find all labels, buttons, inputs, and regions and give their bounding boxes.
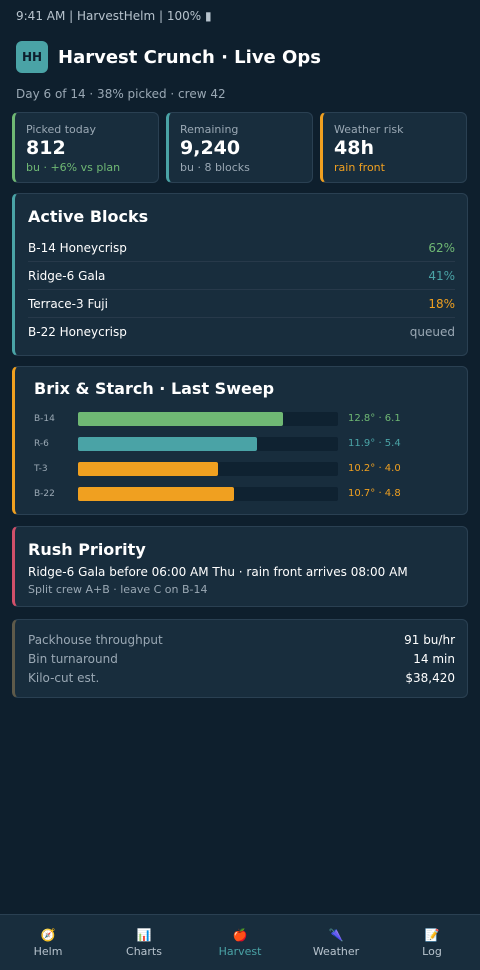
- brix-bar-value: 12.8° · 6.1: [348, 413, 401, 424]
- brix-bar-track: [78, 461, 338, 476]
- stat-sub: bu · 8 blocks: [180, 161, 250, 174]
- compass-icon: 🧭: [40, 927, 56, 942]
- stat-sub: rain front: [334, 161, 385, 174]
- metric-label: Bin turnaround: [28, 651, 118, 666]
- brix-bar-row: B-14 12.8° · 6.1: [34, 406, 455, 431]
- brix-bar-code: T-3: [34, 463, 48, 474]
- active-blocks-title: Active Blocks: [28, 207, 149, 226]
- block-name: B-14 Honeycrisp: [28, 240, 127, 255]
- nav-label: Weather: [312, 944, 360, 958]
- stat-sub: bu · +6% vs plan: [26, 161, 121, 174]
- stat-label: Remaining: [180, 123, 239, 136]
- brix-starch-card: Brix & Starch · Last Sweep B-14 12.8° · …: [12, 366, 468, 515]
- bottom-nav: 🧭 Helm 📊 Charts 🍎 Harvest 🌂 Weather 📝 Lo…: [0, 914, 480, 970]
- metric-value: 91 bu/hr: [404, 632, 455, 647]
- metric-row: Bin turnaround 14 min: [28, 649, 455, 668]
- block-status: 41%: [428, 268, 455, 283]
- brix-bar-fill: [78, 486, 234, 501]
- stat-card-weather-risk[interactable]: Weather risk 48h rain front: [320, 112, 467, 183]
- brix-bar-code: R-6: [34, 438, 49, 449]
- brix-bar-fill: [78, 436, 258, 451]
- nav-label: Harvest: [218, 944, 262, 958]
- brix-bar-code: B-14: [34, 413, 55, 424]
- block-status: 62%: [428, 240, 455, 255]
- nav-label: Helm: [33, 944, 63, 958]
- page-title: Harvest Crunch · Live Ops: [58, 46, 321, 68]
- block-row[interactable]: Ridge-6 Gala 41%: [28, 262, 455, 290]
- brix-bar-value: 10.2° · 4.0: [348, 463, 401, 474]
- stat-label: Weather risk: [334, 123, 404, 136]
- app-logo: HH: [16, 41, 48, 73]
- brix-bar-track: [78, 436, 338, 451]
- brix-bar-value: 10.7° · 4.8: [348, 488, 401, 499]
- stat-card-picked-today[interactable]: Picked today 812 bu · +6% vs plan: [12, 112, 159, 183]
- brix-bar-value: 11.9° · 5.4: [348, 438, 401, 449]
- block-name: B-22 Honeycrisp: [28, 325, 127, 339]
- block-status: queued: [409, 325, 455, 339]
- app-header: HH Harvest Crunch · Live Ops: [16, 41, 321, 73]
- metric-value: $38,420: [405, 670, 455, 685]
- metric-row: Kilo-cut est. $38,420: [28, 668, 455, 687]
- stat-value: 812: [26, 137, 66, 159]
- page-subtitle: Day 6 of 14 · 38% picked · crew 42: [16, 87, 226, 101]
- block-row[interactable]: B-14 Honeycrisp 62%: [28, 234, 455, 262]
- brix-bar-code: B-22: [34, 488, 55, 499]
- nav-item-charts[interactable]: 📊 Charts: [96, 915, 192, 970]
- metric-value: 14 min: [413, 651, 455, 666]
- metric-row: Packhouse throughput 91 bu/hr: [28, 630, 455, 649]
- metric-label: Kilo-cut est.: [28, 670, 100, 685]
- ops-metrics-card: Packhouse throughput 91 bu/hr Bin turnar…: [12, 619, 468, 698]
- brix-bar-row: T-3 10.2° · 4.0: [34, 456, 455, 481]
- metric-label: Packhouse throughput: [28, 632, 163, 647]
- umbrella-icon: 🌂: [328, 927, 344, 942]
- brix-bar-row: B-22 10.7° · 4.8: [34, 481, 455, 506]
- active-blocks-card: Active Blocks B-14 Honeycrisp 62% Ridge-…: [12, 193, 468, 356]
- brix-bars: B-14 12.8° · 6.1 R-6 11.9° · 5.4 T-3 10.…: [34, 406, 455, 506]
- brix-bar-fill: [78, 461, 219, 476]
- nav-item-weather[interactable]: 🌂 Weather: [288, 915, 384, 970]
- brix-bar-track: [78, 411, 338, 426]
- stat-card-remaining[interactable]: Remaining 9,240 bu · 8 blocks: [166, 112, 313, 183]
- status-bar: 9:41 AM | HarvestHelm | 100% ▮: [16, 9, 212, 23]
- stat-value: 48h: [334, 137, 374, 159]
- nav-item-helm[interactable]: 🧭 Helm: [0, 915, 96, 970]
- nav-label: Charts: [126, 944, 162, 958]
- brix-bar-track: [78, 486, 338, 501]
- brix-title: Brix & Starch · Last Sweep: [34, 379, 275, 398]
- rush-title: Rush Priority: [28, 540, 146, 559]
- brix-bar-row: R-6 11.9° · 5.4: [34, 431, 455, 456]
- rush-message: Ridge-6 Gala before 06:00 AM Thu · rain …: [28, 565, 408, 579]
- apple-icon: 🍎: [232, 927, 248, 942]
- active-blocks-list: B-14 Honeycrisp 62% Ridge-6 Gala 41% Ter…: [28, 234, 455, 346]
- nav-label: Log: [422, 944, 442, 958]
- bar-chart-icon: 📊: [136, 927, 152, 942]
- memo-icon: 📝: [424, 927, 440, 942]
- block-name: Terrace-3 Fuji: [28, 296, 108, 311]
- block-row[interactable]: Terrace-3 Fuji 18%: [28, 290, 455, 318]
- block-name: Ridge-6 Gala: [28, 268, 106, 283]
- stat-label: Picked today: [26, 123, 96, 136]
- nav-item-log[interactable]: 📝 Log: [384, 915, 480, 970]
- block-status: 18%: [428, 296, 455, 311]
- rush-note: Split crew A+B · leave C on B-14: [28, 583, 208, 596]
- nav-item-harvest[interactable]: 🍎 Harvest: [192, 915, 288, 970]
- block-row[interactable]: B-22 Honeycrisp queued: [28, 318, 455, 346]
- stat-value: 9,240: [180, 137, 241, 159]
- rush-priority-card[interactable]: Rush Priority Ridge-6 Gala before 06:00 …: [12, 526, 468, 607]
- brix-bar-fill: [78, 411, 284, 426]
